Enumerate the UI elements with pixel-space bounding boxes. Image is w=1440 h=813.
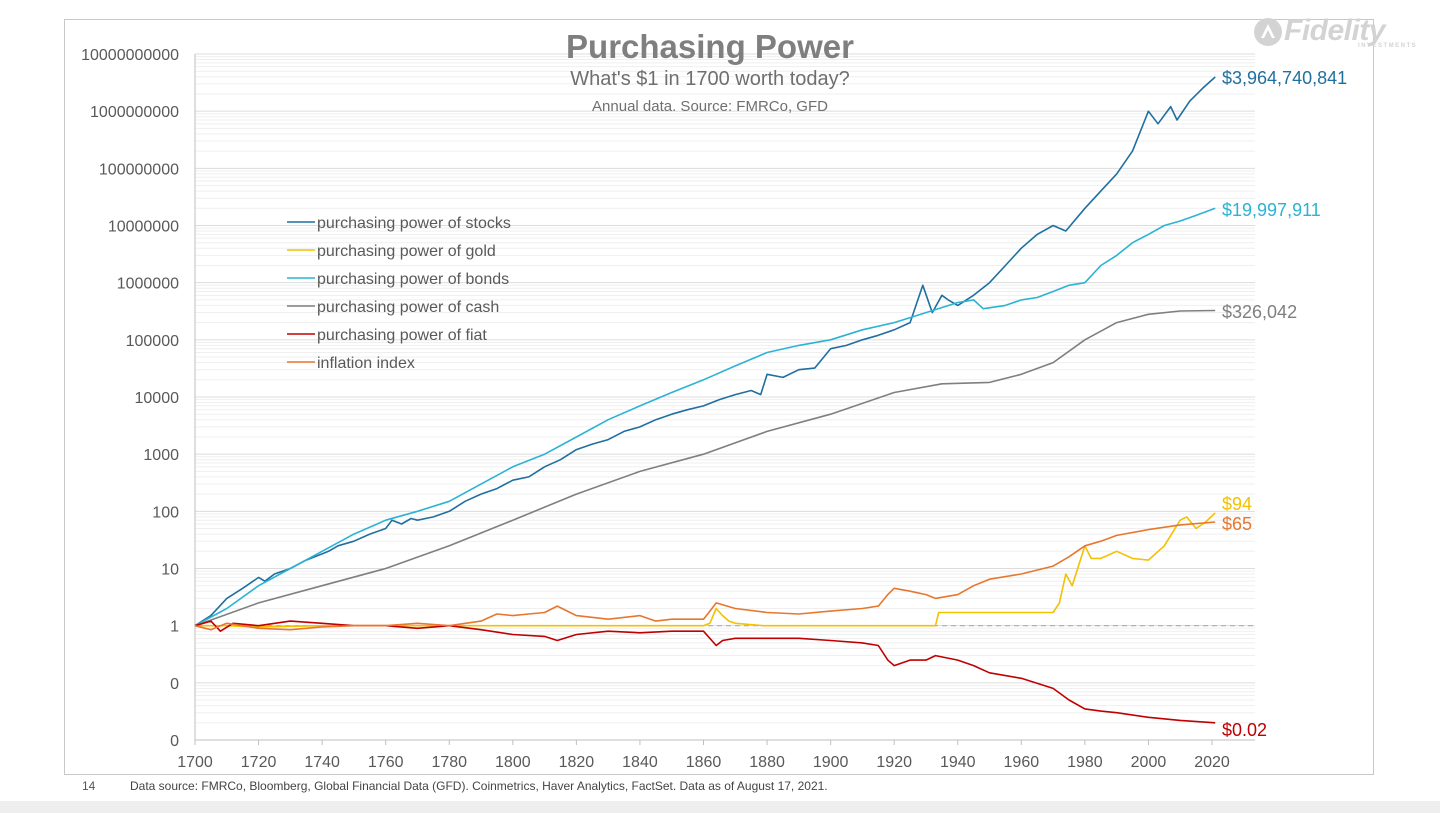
x-tick-label: 1780 (431, 754, 467, 771)
series-line-purchasing-power-of-bonds (194, 207, 1216, 627)
x-tick-label: 1980 (1067, 754, 1103, 771)
series-line-purchasing-power-of-cash (194, 309, 1216, 627)
x-tick-label: 1860 (686, 754, 722, 771)
chart-subtitle: What's $1 in 1700 worth today? (570, 68, 850, 90)
end-value-label: $65 (1222, 514, 1252, 534)
x-tick-label: 1900 (813, 754, 849, 771)
footnote: Data source: FMRCo, Bloomberg, Global Fi… (130, 779, 828, 793)
x-tick-label: 1960 (1004, 754, 1040, 771)
legend-label: purchasing power of stocks (317, 215, 511, 232)
chart-title: Purchasing Power (566, 28, 854, 65)
x-tick-label: 1700 (177, 754, 213, 771)
x-tick-label: 1720 (241, 754, 277, 771)
x-tick-label: 1880 (749, 754, 785, 771)
grid-lines (195, 53, 1255, 741)
chart-frame (64, 19, 1374, 775)
x-tick-label: 1800 (495, 754, 531, 771)
axes: 1000000000010000000001000000001000000010… (81, 47, 1255, 771)
end-value-label: $94 (1222, 494, 1252, 514)
x-tick-label: 1740 (304, 754, 340, 771)
series-line-purchasing-power-of-stocks (194, 76, 1216, 627)
end-value-label: $3,964,740,841 (1222, 68, 1347, 88)
series-lines (194, 76, 1216, 724)
legend-label: purchasing power of fiat (317, 327, 487, 344)
y-tick-label: 10000 (135, 390, 180, 407)
end-labels: $3,964,740,841 $94 $19,997,911 $326,042 $0.0… (1222, 68, 1347, 740)
y-tick-label: 0 (170, 676, 179, 693)
end-value-label: $19,997,911 (1222, 200, 1321, 220)
bottom-bar (0, 801, 1440, 813)
series-line-inflation-index (194, 521, 1216, 631)
end-value-label: $326,042 (1222, 302, 1297, 322)
chart-source-note: Annual data. Source: FMRCo, GFD (592, 98, 828, 115)
legend-label: purchasing power of bonds (317, 271, 509, 288)
legend: purchasing power of stocks purchasing pow… (287, 215, 511, 372)
legend-label: inflation index (317, 355, 415, 372)
fidelity-logo: Fidelity INVESTMENTS (1250, 12, 1425, 52)
y-tick-label: 1000000000 (90, 104, 179, 121)
legend-label: purchasing power of gold (317, 243, 496, 260)
series-line-purchasing-power-of-fiat (194, 620, 1216, 724)
y-tick-label: 10000000000 (81, 47, 179, 64)
logo-subtext: INVESTMENTS (1358, 43, 1418, 49)
x-tick-label: 1920 (876, 754, 912, 771)
y-tick-label: 1000 (143, 447, 179, 464)
y-tick-label: 1000000 (117, 276, 179, 293)
x-tick-label: 2020 (1194, 754, 1230, 771)
y-tick-label: 100000 (126, 333, 179, 350)
series-line-purchasing-power-of-gold (195, 512, 1216, 628)
fidelity-pyramid-icon (1254, 18, 1282, 46)
logo-text: Fidelity (1284, 14, 1386, 47)
y-tick-label: 0 (170, 733, 179, 750)
x-tick-label: 1820 (559, 754, 595, 771)
legend-label: purchasing power of cash (317, 299, 499, 316)
slide-number: 14 (82, 779, 96, 793)
y-tick-label: 100000000 (99, 161, 179, 178)
y-tick-label: 10 (161, 562, 179, 579)
x-tick-label: 1760 (368, 754, 404, 771)
x-tick-label: 1940 (940, 754, 976, 771)
y-tick-label: 1 (170, 619, 179, 636)
y-tick-label: 10000000 (108, 219, 179, 236)
x-tick-label: 2000 (1131, 754, 1167, 771)
y-tick-label: 100 (152, 504, 179, 521)
x-tick-label: 1840 (622, 754, 658, 771)
end-value-label: $0.02 (1222, 720, 1267, 740)
